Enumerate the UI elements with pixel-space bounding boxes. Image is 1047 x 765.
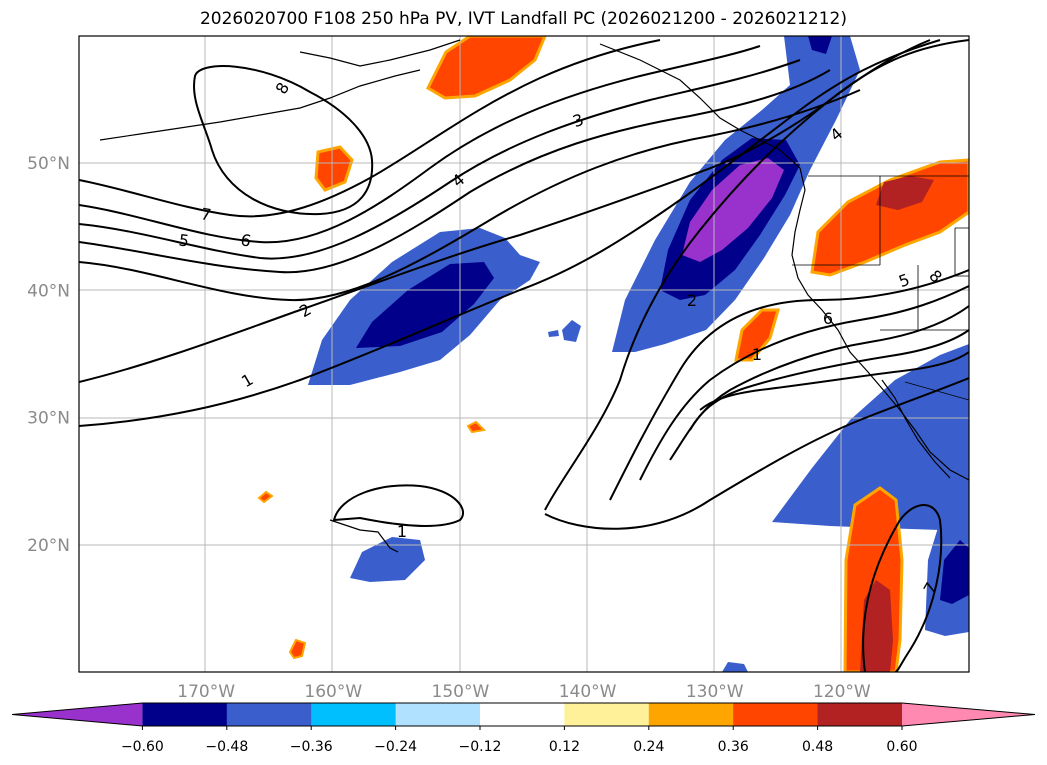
colorbar-tick-label: 0.12 [549, 739, 580, 755]
contour-5 [79, 59, 801, 260]
colorbar-extend-low [12, 703, 143, 726]
map-border [78, 35, 970, 673]
contour-label: 6 [823, 309, 833, 328]
positive-anomaly-interior-core [876, 176, 934, 210]
colorbar-segment [817, 703, 903, 726]
longitude-label: 130°W [686, 682, 744, 702]
trough-contour-f [689, 329, 969, 431]
colorbar-segment [564, 703, 650, 726]
colorbar-extend-high [902, 703, 1035, 726]
trough-contour-b [544, 377, 969, 530]
negative-anomaly-center [682, 158, 784, 262]
longitude-label: 150°W [432, 682, 490, 702]
colorbar-segment [480, 703, 565, 726]
colorbar-tick-label: −0.12 [459, 739, 502, 755]
alaska-coast [299, 39, 461, 67]
positive-anomaly-offshore-ca [734, 308, 780, 362]
positive-anomaly-mid-pacific [314, 145, 354, 192]
negative-anomaly-south [350, 537, 425, 582]
colorbar-tick-label: 0.60 [886, 739, 917, 755]
colorbar-tick-label: −0.24 [374, 739, 417, 755]
negative-anomaly-small-2 [548, 330, 559, 337]
contour-label: 1 [397, 522, 407, 541]
colorbar-tick-label: 0.36 [718, 739, 749, 755]
longitude-label: 140°W [559, 682, 617, 702]
contour-8-closed [193, 65, 374, 216]
filled-anomaly-regions [257, 36, 969, 672]
contour-label: 5 [178, 230, 191, 250]
trough-contour-d [639, 285, 969, 481]
positive-anomaly-small-sw [288, 638, 307, 660]
positive-anomaly-mexico-core [860, 580, 893, 672]
latitude-label: 20°N [27, 536, 70, 556]
colorbar-tick-label: 0.48 [802, 739, 833, 755]
contour-3 [79, 89, 861, 302]
west-coast-north-america [791, 167, 969, 481]
mexico-contour [862, 504, 943, 672]
colorbar-tick-label: −0.36 [290, 739, 333, 755]
positive-anomaly-hawaii [466, 420, 487, 434]
map-title: 2026020700 F108 250 hPa PV, IVT Landfall… [199, 9, 847, 29]
colorbar-tick-label: −0.60 [121, 739, 164, 755]
contour-label: 7 [199, 204, 212, 224]
positive-anomaly-gulf-alaska [426, 36, 547, 100]
contour-7 [79, 39, 661, 218]
colorbar-segment [226, 703, 312, 726]
trough-contour-c [609, 269, 969, 501]
colorbar-tick-label: 0.24 [633, 739, 664, 755]
positive-anomaly-small-west [257, 490, 274, 504]
contour-label: 1 [752, 345, 762, 364]
gridlines [79, 36, 969, 672]
latitude-label: 40°N [27, 281, 70, 301]
longitude-label: 160°W [304, 682, 362, 702]
latitude-labels: 50°N 40°N 30°N 20°N [27, 154, 70, 556]
colorbar-segment [395, 703, 481, 726]
latitude-label: 50°N [27, 154, 70, 174]
negative-anomaly-small-1 [562, 320, 581, 342]
pv-contours [79, 39, 969, 672]
colorbar-segment [733, 703, 819, 726]
negative-anomaly-north [808, 36, 832, 54]
trough-contour-a [544, 39, 969, 511]
contour-1-south [332, 484, 465, 527]
contour-1-north [79, 39, 941, 427]
contour-label: 2 [687, 291, 697, 310]
longitude-label: 170°W [177, 682, 235, 702]
colorbar: −0.60 −0.48 −0.36 −0.24 −0.12 0.12 0.24 0.36 0.4… [11, 702, 1036, 755]
negative-anomaly-southeast [772, 344, 969, 530]
colorbar-segment [648, 703, 734, 726]
contour-4 [79, 69, 831, 274]
coastlines [99, 39, 969, 553]
southeast-alaska-coast [599, 43, 801, 169]
longitude-label: 120°W [813, 682, 871, 702]
hawaii-islands [329, 519, 399, 553]
positive-anomaly-interior-west [810, 158, 969, 277]
longitude-labels: 170°W 160°W 150°W 140°W 130°W 120°W [177, 682, 871, 702]
negative-anomaly-baja-core [940, 540, 969, 604]
negative-anomaly-bottom [722, 662, 748, 672]
aleutian-chain [99, 69, 421, 141]
contour-label: 6 [239, 230, 253, 251]
colorbar-segment [142, 703, 228, 726]
colorbar-segment [311, 703, 397, 726]
contour-6 [79, 45, 761, 244]
latitude-label: 30°N [27, 409, 70, 429]
trough-contour-g [699, 351, 969, 411]
colorbar-tick-label: −0.48 [205, 739, 248, 755]
baja-california [881, 379, 951, 479]
